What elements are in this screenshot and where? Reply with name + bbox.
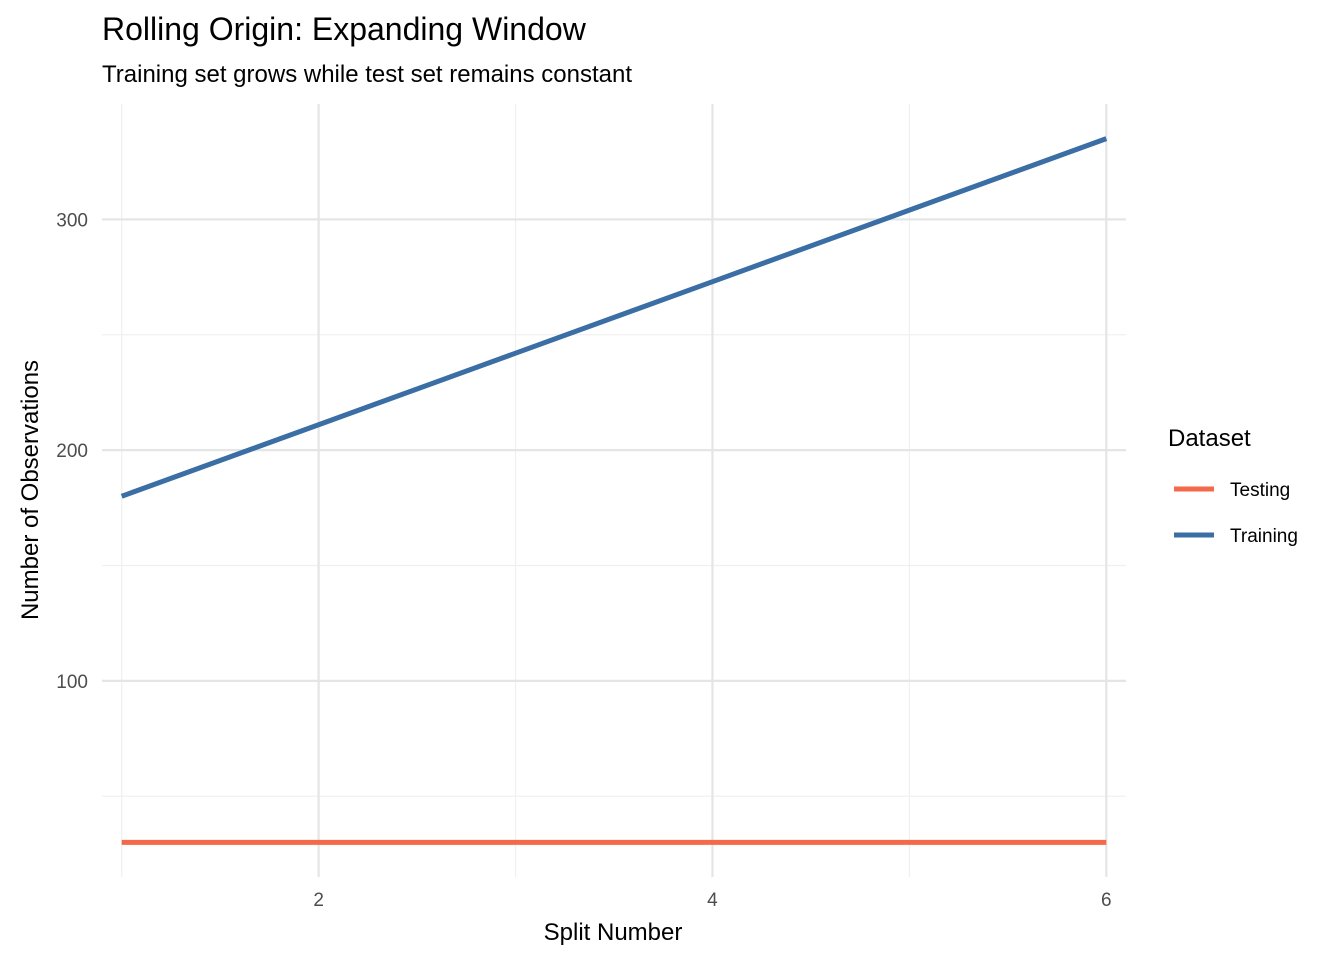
legend-label-training: Training bbox=[1230, 526, 1298, 547]
y-tick-label: 100 bbox=[56, 672, 88, 693]
x-axis-title: Split Number bbox=[544, 919, 683, 946]
legend-title: Dataset bbox=[1168, 425, 1251, 452]
x-tick-label: 2 bbox=[313, 890, 324, 911]
chart-subtitle: Training set grows while test set remain… bbox=[102, 61, 632, 88]
x-tick-label: 4 bbox=[707, 890, 718, 911]
y-tick-label: 300 bbox=[56, 210, 88, 231]
y-tick-label: 200 bbox=[56, 441, 88, 462]
legend-label-testing: Testing bbox=[1230, 480, 1290, 501]
x-axis-ticks: 2 4 6 bbox=[313, 890, 1111, 911]
y-axis-title: Number of Observations bbox=[17, 360, 44, 620]
minor-gridlines bbox=[102, 104, 1126, 877]
y-axis-ticks: 100 200 300 bbox=[56, 210, 88, 692]
series-line-training bbox=[120, 136, 1108, 499]
x-tick-label: 6 bbox=[1101, 890, 1112, 911]
chart-title: Rolling Origin: Expanding Window bbox=[102, 11, 587, 47]
legend: Dataset Testing Training bbox=[1168, 425, 1298, 547]
major-gridlines bbox=[102, 104, 1126, 877]
series-lines bbox=[120, 136, 1108, 845]
